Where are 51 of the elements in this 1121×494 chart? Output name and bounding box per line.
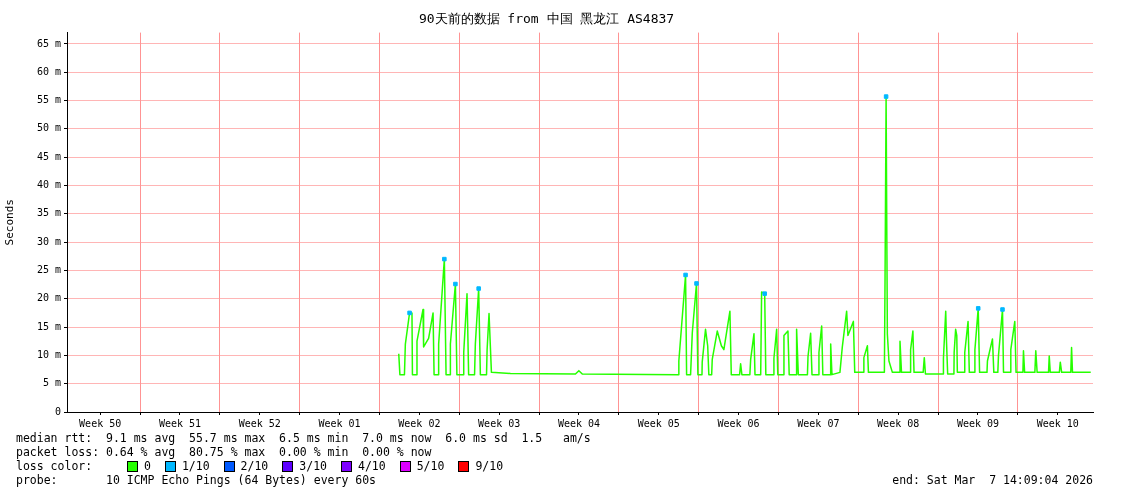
x-tick-label: Week 03: [478, 417, 521, 429]
legend-label: 0: [143, 459, 151, 473]
x-tick-label: Week 50: [79, 417, 122, 429]
point: [407, 310, 412, 316]
x-tick-label: Week 01: [318, 417, 361, 429]
y-tick-label: 45 m: [36, 150, 61, 162]
point: [762, 291, 767, 296]
point: [694, 281, 699, 286]
legend-label: 4/10: [357, 459, 386, 473]
point: [683, 272, 688, 278]
x-tick-label: Week 05: [637, 417, 680, 429]
legend-label: 3/10: [299, 459, 327, 473]
y-tick-label: 0: [54, 405, 61, 417]
point: [442, 256, 447, 262]
y-tick-label: 20 m: [36, 292, 61, 304]
y-tick-label: 40 m: [36, 179, 61, 191]
x-tick-label: Week 07: [797, 417, 840, 429]
legend-label: 2/10: [240, 459, 269, 473]
x-tick-label: Week 04: [557, 417, 601, 429]
chart-title: 90天前的数据 from 中国 黑龙江 AS4837: [418, 11, 675, 27]
legend-title: loss color:: [16, 459, 94, 473]
y-axis-title: Seconds: [3, 199, 17, 246]
text: end: Sat Mar 7 14:09:04 2026: [892, 473, 1093, 487]
x-tick-label: Week 06: [717, 417, 760, 429]
text: packet loss: 0.64 % avg 80.75 % max 0.00 % min 0.00 % now: [16, 445, 432, 459]
x-tick-label: Week 52: [238, 417, 281, 429]
y-tick-label: 35 m: [36, 207, 61, 219]
point: [453, 281, 458, 287]
y-tick-label: 30 m: [36, 235, 61, 247]
legend-label: 5/10: [416, 459, 445, 473]
point: [1000, 307, 1005, 312]
x-tick-label: Week 08: [877, 417, 920, 429]
x-tick-label: Week 09: [956, 417, 1000, 429]
legend-label: 9/10: [475, 459, 504, 473]
point: [476, 286, 481, 291]
y-tick-label: 5 m: [42, 377, 61, 389]
x-tick-label: Week 02: [398, 417, 441, 429]
text: probe: 10 ICMP Echo Pings (64 Bytes) every 60s: [16, 473, 377, 487]
legend-label: 1/10: [181, 459, 210, 473]
y-tick-label: 60 m: [36, 65, 61, 77]
y-tick-label: 55 m: [36, 94, 61, 106]
point: [883, 94, 889, 99]
y-tick-label: 65 m: [36, 37, 61, 49]
y-tick-label: 25 m: [36, 264, 61, 276]
x-tick-label: Week 51: [158, 417, 202, 429]
y-tick-label: 15 m: [36, 320, 61, 332]
x-tick-label: Week 10: [1036, 417, 1079, 429]
point: [975, 306, 981, 311]
y-tick-label: 10 m: [36, 348, 61, 360]
text: median rtt: 9.1 ms avg 55.7 ms max 6.5 ms min 7.0 ms now 6.0 ms sd 1.5 am/s: [16, 431, 591, 445]
y-tick-label: 50 m: [36, 122, 61, 134]
